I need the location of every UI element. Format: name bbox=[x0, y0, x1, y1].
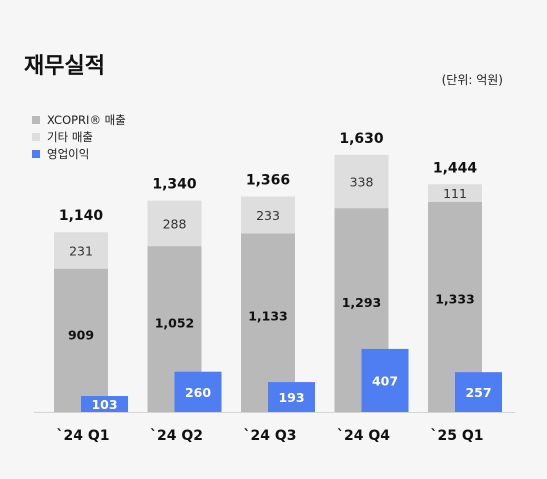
legend-item-operating-profit: 영업이익 bbox=[32, 145, 126, 162]
bar-other bbox=[147, 200, 202, 247]
data-label-other: 111 bbox=[443, 186, 467, 201]
x-tick-label: `24 Q1 bbox=[57, 428, 110, 444]
bar-other bbox=[241, 196, 295, 234]
data-label-operating-profit: 103 bbox=[91, 397, 117, 412]
data-label-operating-profit: 260 bbox=[185, 385, 211, 400]
total-label: 1,140 bbox=[59, 208, 104, 224]
legend-swatch-other bbox=[32, 132, 40, 141]
total-label: 1,366 bbox=[246, 173, 290, 189]
x-tick-label: `24 Q3 bbox=[244, 428, 297, 444]
data-label-xcopri: 1,133 bbox=[248, 309, 288, 324]
x-tick-label: `25 Q1 bbox=[431, 428, 484, 444]
data-label-xcopri: 1,052 bbox=[155, 315, 195, 330]
total-label: 1,630 bbox=[339, 131, 384, 147]
data-label-xcopri: 1,333 bbox=[435, 291, 475, 306]
total-label: 1,444 bbox=[433, 160, 478, 176]
legend-label-xcopri: XCOPRI® 매출 bbox=[47, 112, 126, 127]
data-label-other: 231 bbox=[69, 243, 93, 258]
bar-operating-profit bbox=[361, 348, 409, 412]
x-tick-label: `24 Q2 bbox=[150, 428, 203, 444]
data-label-operating-profit: 193 bbox=[278, 390, 304, 405]
legend-label-other: 기타 매출 bbox=[47, 129, 93, 144]
data-label-operating-profit: 407 bbox=[372, 373, 398, 388]
page-title: 재무실적 bbox=[24, 54, 105, 79]
legend-swatch-operating-profit bbox=[32, 149, 40, 158]
bar-operating-profit bbox=[174, 371, 222, 412]
bar-operating-profit bbox=[455, 372, 502, 412]
legend-item-xcopri: XCOPRI® 매출 bbox=[32, 111, 126, 128]
data-label-other: 338 bbox=[350, 174, 374, 189]
legend-swatch-xcopri bbox=[32, 115, 40, 124]
bar-xcopri bbox=[54, 268, 108, 412]
bar-other bbox=[334, 154, 389, 209]
bar-other bbox=[54, 232, 108, 269]
data-label-operating-profit: 257 bbox=[465, 385, 491, 400]
legend: XCOPRI® 매출 기타 매출 영업이익 bbox=[32, 111, 126, 162]
bar-operating-profit bbox=[81, 396, 128, 412]
data-label-other: 233 bbox=[256, 208, 280, 223]
unit-note: (단위: 억원) bbox=[441, 73, 503, 87]
data-label-xcopri: 1,293 bbox=[342, 295, 382, 310]
legend-label-operating-profit: 영업이익 bbox=[47, 146, 90, 161]
bar-other bbox=[428, 184, 482, 202]
legend-item-other: 기타 매출 bbox=[32, 128, 126, 145]
x-tick-label: `24 Q4 bbox=[337, 428, 390, 444]
data-label-xcopri: 909 bbox=[68, 328, 94, 343]
data-label-other: 288 bbox=[163, 216, 187, 231]
total-label: 1,340 bbox=[152, 177, 197, 193]
bar-operating-profit bbox=[268, 382, 315, 412]
